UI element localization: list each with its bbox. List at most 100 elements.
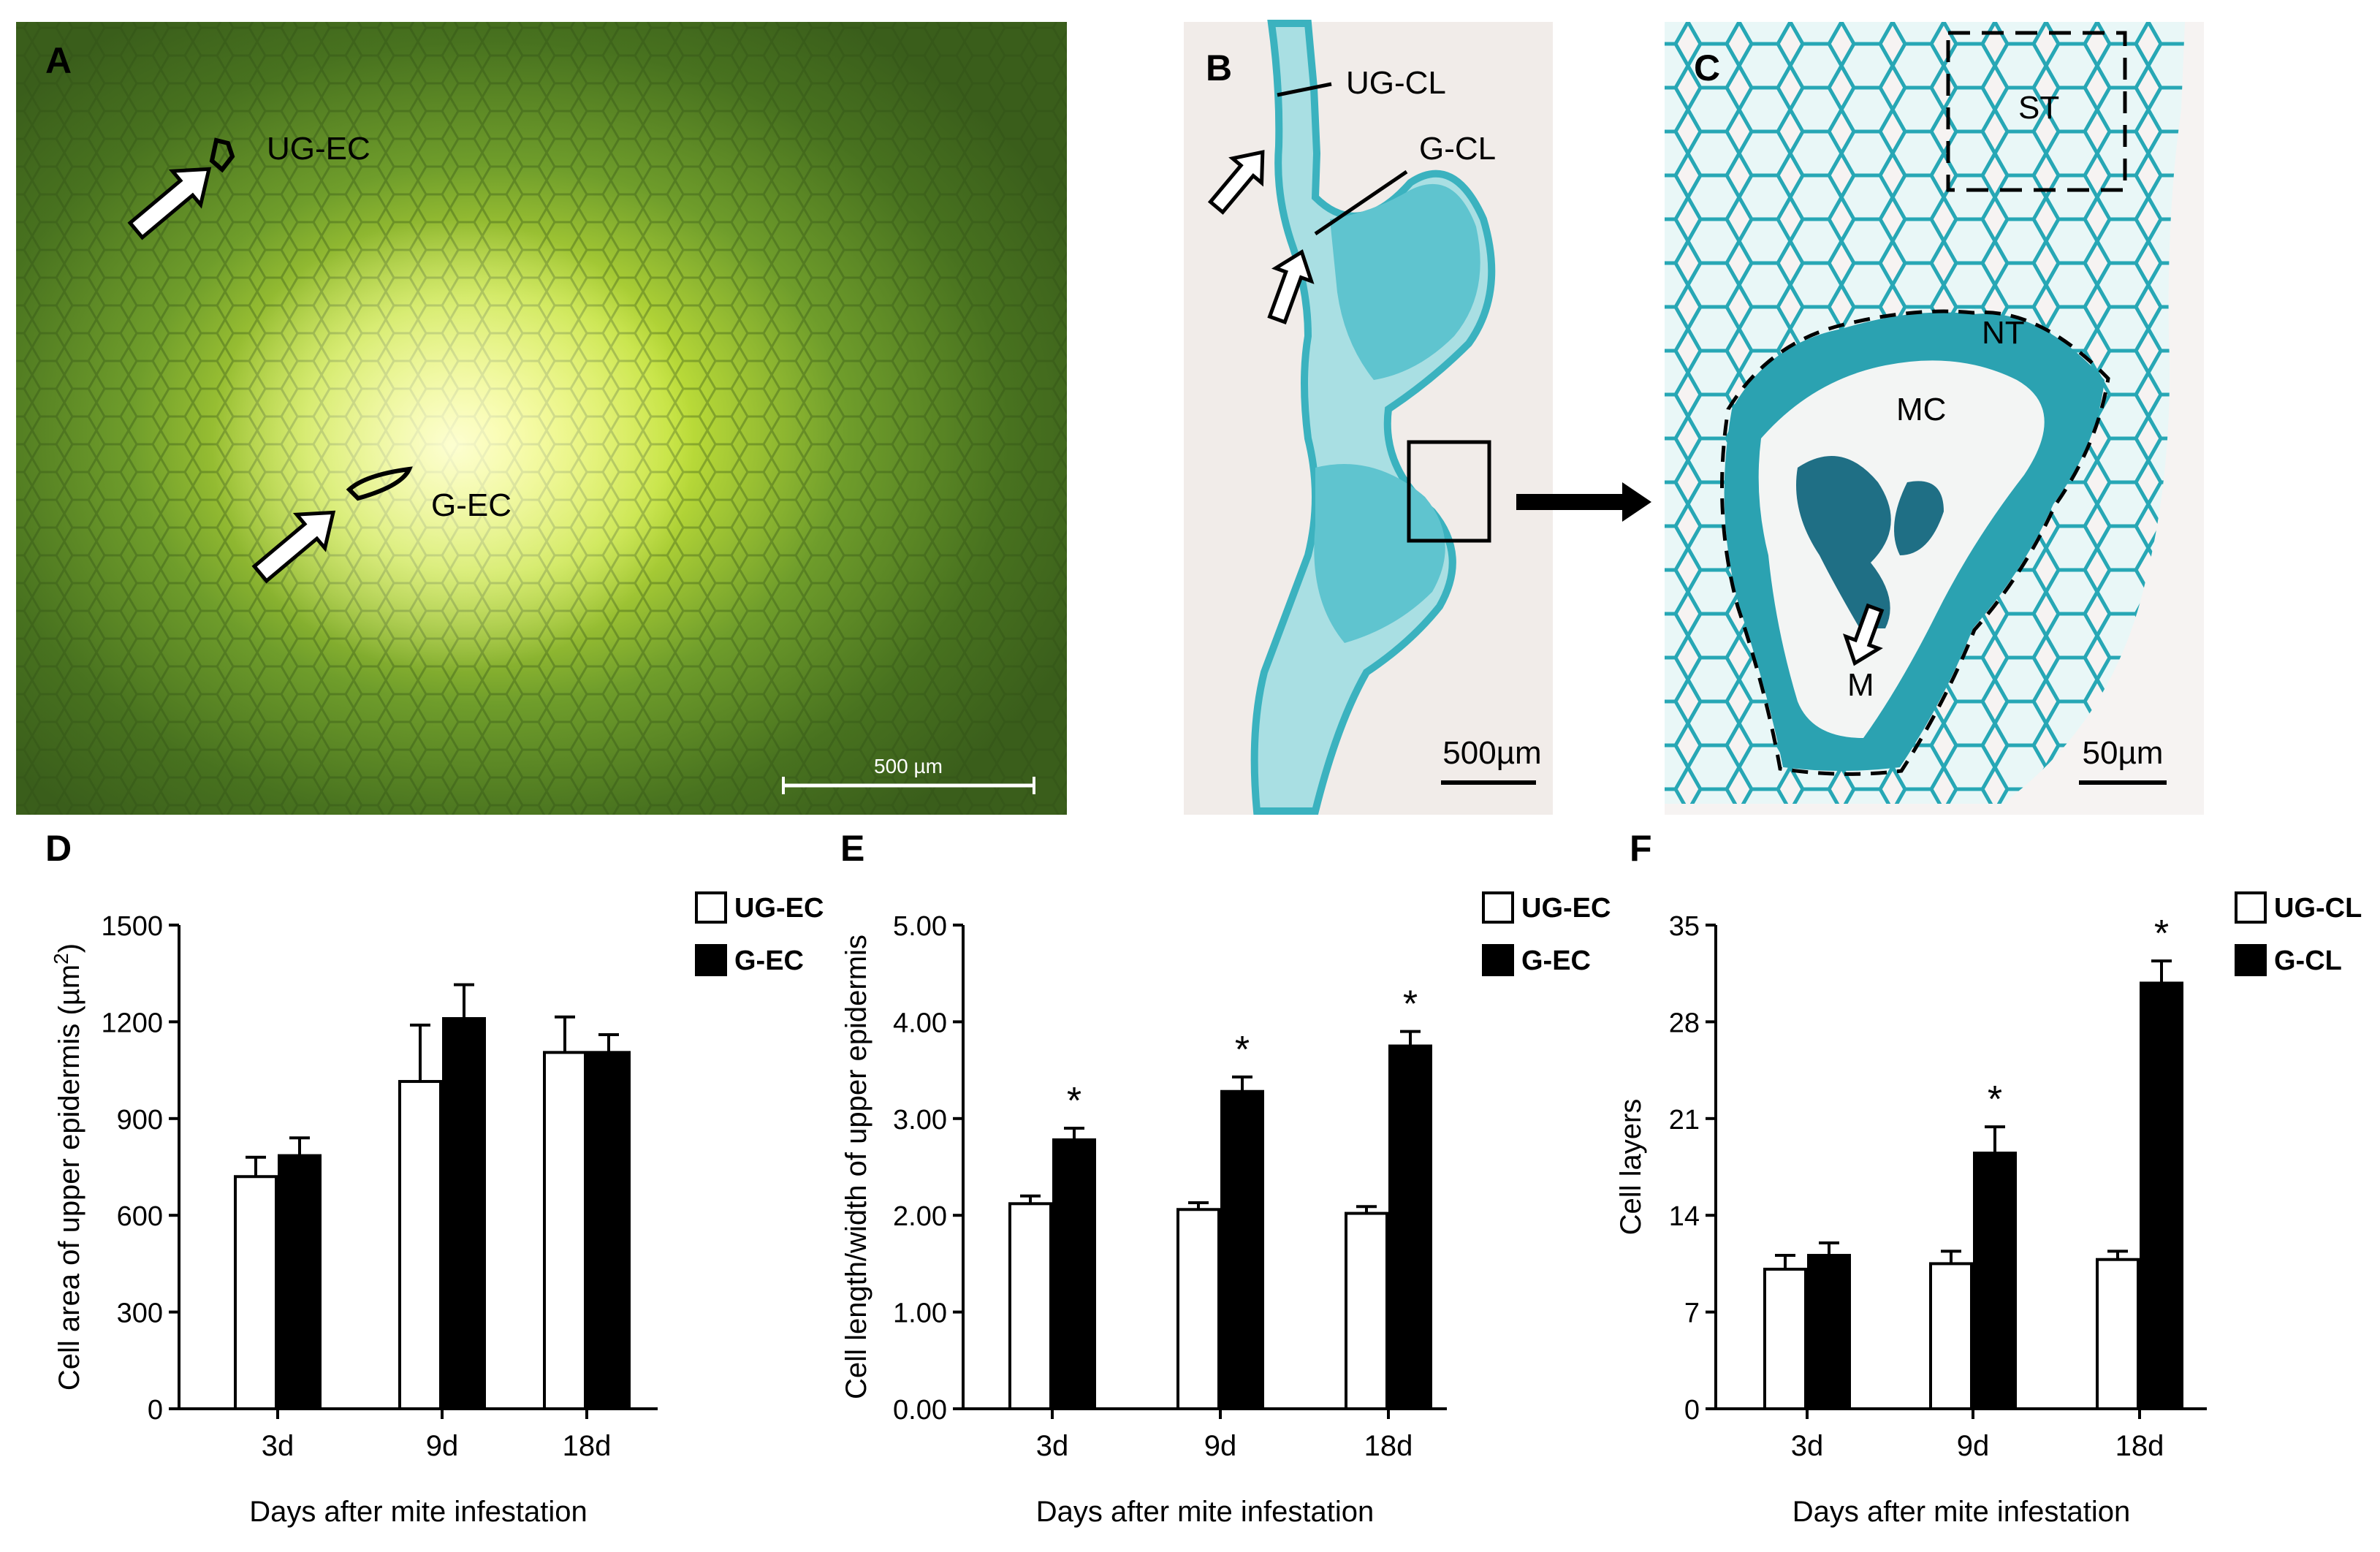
gall-tissue-b (1330, 183, 1480, 380)
y-tick-label: 5.00 (893, 911, 947, 942)
legend-swatch (695, 891, 727, 924)
y-tick-label: 28 (1669, 1008, 1700, 1038)
significance-star: * (1988, 1079, 2002, 1121)
bar-g-ec-9d (1220, 1089, 1264, 1411)
y-tick-label: 2.00 (893, 1201, 947, 1232)
bar-ug-cl-3d (1763, 1267, 1807, 1410)
y-tick-label: 21 (1669, 1105, 1700, 1136)
arrow-icon-g-cl (1267, 249, 1315, 324)
g-cl-line (1314, 170, 1408, 236)
significance-star: * (2154, 913, 2169, 955)
legend-label: UG-EC (1521, 893, 1611, 924)
y-tick-label: 14 (1669, 1201, 1700, 1232)
bar-ug-cl-18d (2096, 1258, 2140, 1410)
legend-label: G-EC (734, 946, 804, 976)
legend-swatch (1482, 891, 1514, 924)
panel-a: A UG-EC G-EC 500 µm (16, 22, 1067, 815)
bar-ug-cl-9d (1929, 1262, 1973, 1411)
panel-letter-c: C (1694, 47, 1720, 88)
bar-ug-ec-3d (234, 1175, 278, 1410)
arrow-icon-m (1842, 603, 1885, 666)
bar-g-ec-3d (278, 1154, 322, 1410)
legend-swatch (2235, 891, 2267, 924)
legend-swatch (695, 944, 727, 976)
bar-g-ec-18d (1388, 1044, 1432, 1410)
x-axis-label: Days after mite infestation (249, 1496, 587, 1528)
y-tick-label: 1200 (101, 1008, 163, 1038)
x-tick-label: 9d (426, 1430, 459, 1462)
panel-c: C ST NT MC M 50µm (1665, 22, 2204, 815)
ug-ec-outline (209, 137, 235, 173)
bar-g-ec-18d (587, 1051, 631, 1410)
panel-letter-f: F (1630, 828, 1652, 869)
y-tick-label: 600 (117, 1201, 163, 1232)
label-st: ST (2018, 90, 2059, 126)
y-tick-label: 4.00 (893, 1008, 947, 1038)
arrow-icon-ug-cl (1207, 150, 1265, 215)
mite-body (1796, 456, 1891, 628)
significance-star: * (1235, 1029, 1250, 1071)
scale-label-b: 500µm (1442, 735, 1541, 771)
y-axis-label-tail: ) (53, 943, 85, 953)
y-tick-label: 3.00 (893, 1105, 947, 1136)
zoom-arrow-icon (1516, 482, 1651, 522)
bar-ug-ec-3d (1008, 1202, 1052, 1410)
y-tick-label: 0 (1684, 1395, 1700, 1426)
bar-g-cl-3d (1807, 1254, 1851, 1410)
bar-ug-ec-18d (543, 1051, 587, 1410)
legend-label: G-CL (2274, 946, 2342, 976)
bar-ug-ec-9d (398, 1080, 442, 1410)
bar-g-ec-9d (442, 1016, 486, 1410)
y-tick-label: 0 (148, 1395, 163, 1426)
bar-g-ec-3d (1052, 1138, 1096, 1410)
y-tick-label: 1.00 (893, 1298, 947, 1329)
x-axis-label: Days after mite infestation (1036, 1496, 1374, 1528)
st-box (1946, 31, 2127, 192)
scale-label-a: 500 µm (874, 755, 943, 777)
y-tick-label: 300 (117, 1298, 163, 1329)
bar-g-cl-9d (1973, 1152, 2017, 1410)
y-axis-label: Cell length/width of upper epidermis (840, 935, 872, 1399)
legend-label: G-EC (1521, 946, 1591, 976)
panel-letter-d: D (45, 828, 72, 869)
label-m: M (1847, 667, 1874, 703)
bar-ug-ec-9d (1176, 1208, 1220, 1410)
x-tick-label: 9d (1957, 1430, 1990, 1462)
lower-gall-tissue-b (1314, 464, 1445, 643)
nutritive-tissue-outline (1720, 309, 2110, 776)
gall-center-glow (212, 219, 694, 672)
y-axis-label: Cell layers (1615, 1099, 1647, 1236)
x-tick-label: 3d (262, 1430, 294, 1462)
y-axis-label-superscript: 2 (50, 953, 72, 965)
y-tick-label: 900 (117, 1105, 163, 1136)
y-tick-label: 35 (1669, 911, 1700, 942)
bar-ug-ec-18d (1345, 1211, 1388, 1410)
panel-b: B UG-CL G-CL 500µm (1184, 20, 1553, 815)
y-tick-label: 7 (1684, 1298, 1700, 1329)
x-tick-label: 3d (1791, 1430, 1824, 1462)
x-tick-label: 18d (2115, 1430, 2164, 1462)
panel-letter-a: A (45, 40, 72, 81)
label-g-cl: G-CL (1419, 131, 1496, 167)
x-tick-label: 18d (563, 1430, 612, 1462)
significance-star: * (1067, 1080, 1081, 1122)
chart-e: E 0.00 1.00 2.00 3.00 4.00 5.00 Cell length/wid… (840, 828, 1611, 1528)
legend-swatch (2235, 944, 2267, 976)
x-axis-label: Days after mite infestation (1792, 1496, 2130, 1528)
legend-label: UG-EC (734, 893, 824, 924)
legend-label: UG-CL (2274, 893, 2362, 924)
y-tick-label: 0.00 (893, 1395, 947, 1426)
label-g-ec: G-EC (431, 487, 512, 523)
x-tick-label: 18d (1364, 1430, 1413, 1462)
x-tick-label: 3d (1036, 1430, 1069, 1462)
arrow-icon-ug-ec (127, 167, 212, 240)
chart-d: D 0 300 600 900 1200 1500 Cell area of upper ep… (45, 828, 824, 1528)
label-ug-cl: UG-CL (1346, 65, 1446, 101)
panel-letter-b: B (1206, 47, 1232, 88)
chart-f: F 0 7 14 21 28 35 Cell layers 3d * 9d * 18d Days afte… (1615, 828, 2362, 1528)
legend-swatch (1482, 944, 1514, 976)
label-nt: NT (1982, 315, 2025, 351)
panel-letter-e: E (840, 828, 864, 869)
x-tick-label: 9d (1204, 1430, 1237, 1462)
